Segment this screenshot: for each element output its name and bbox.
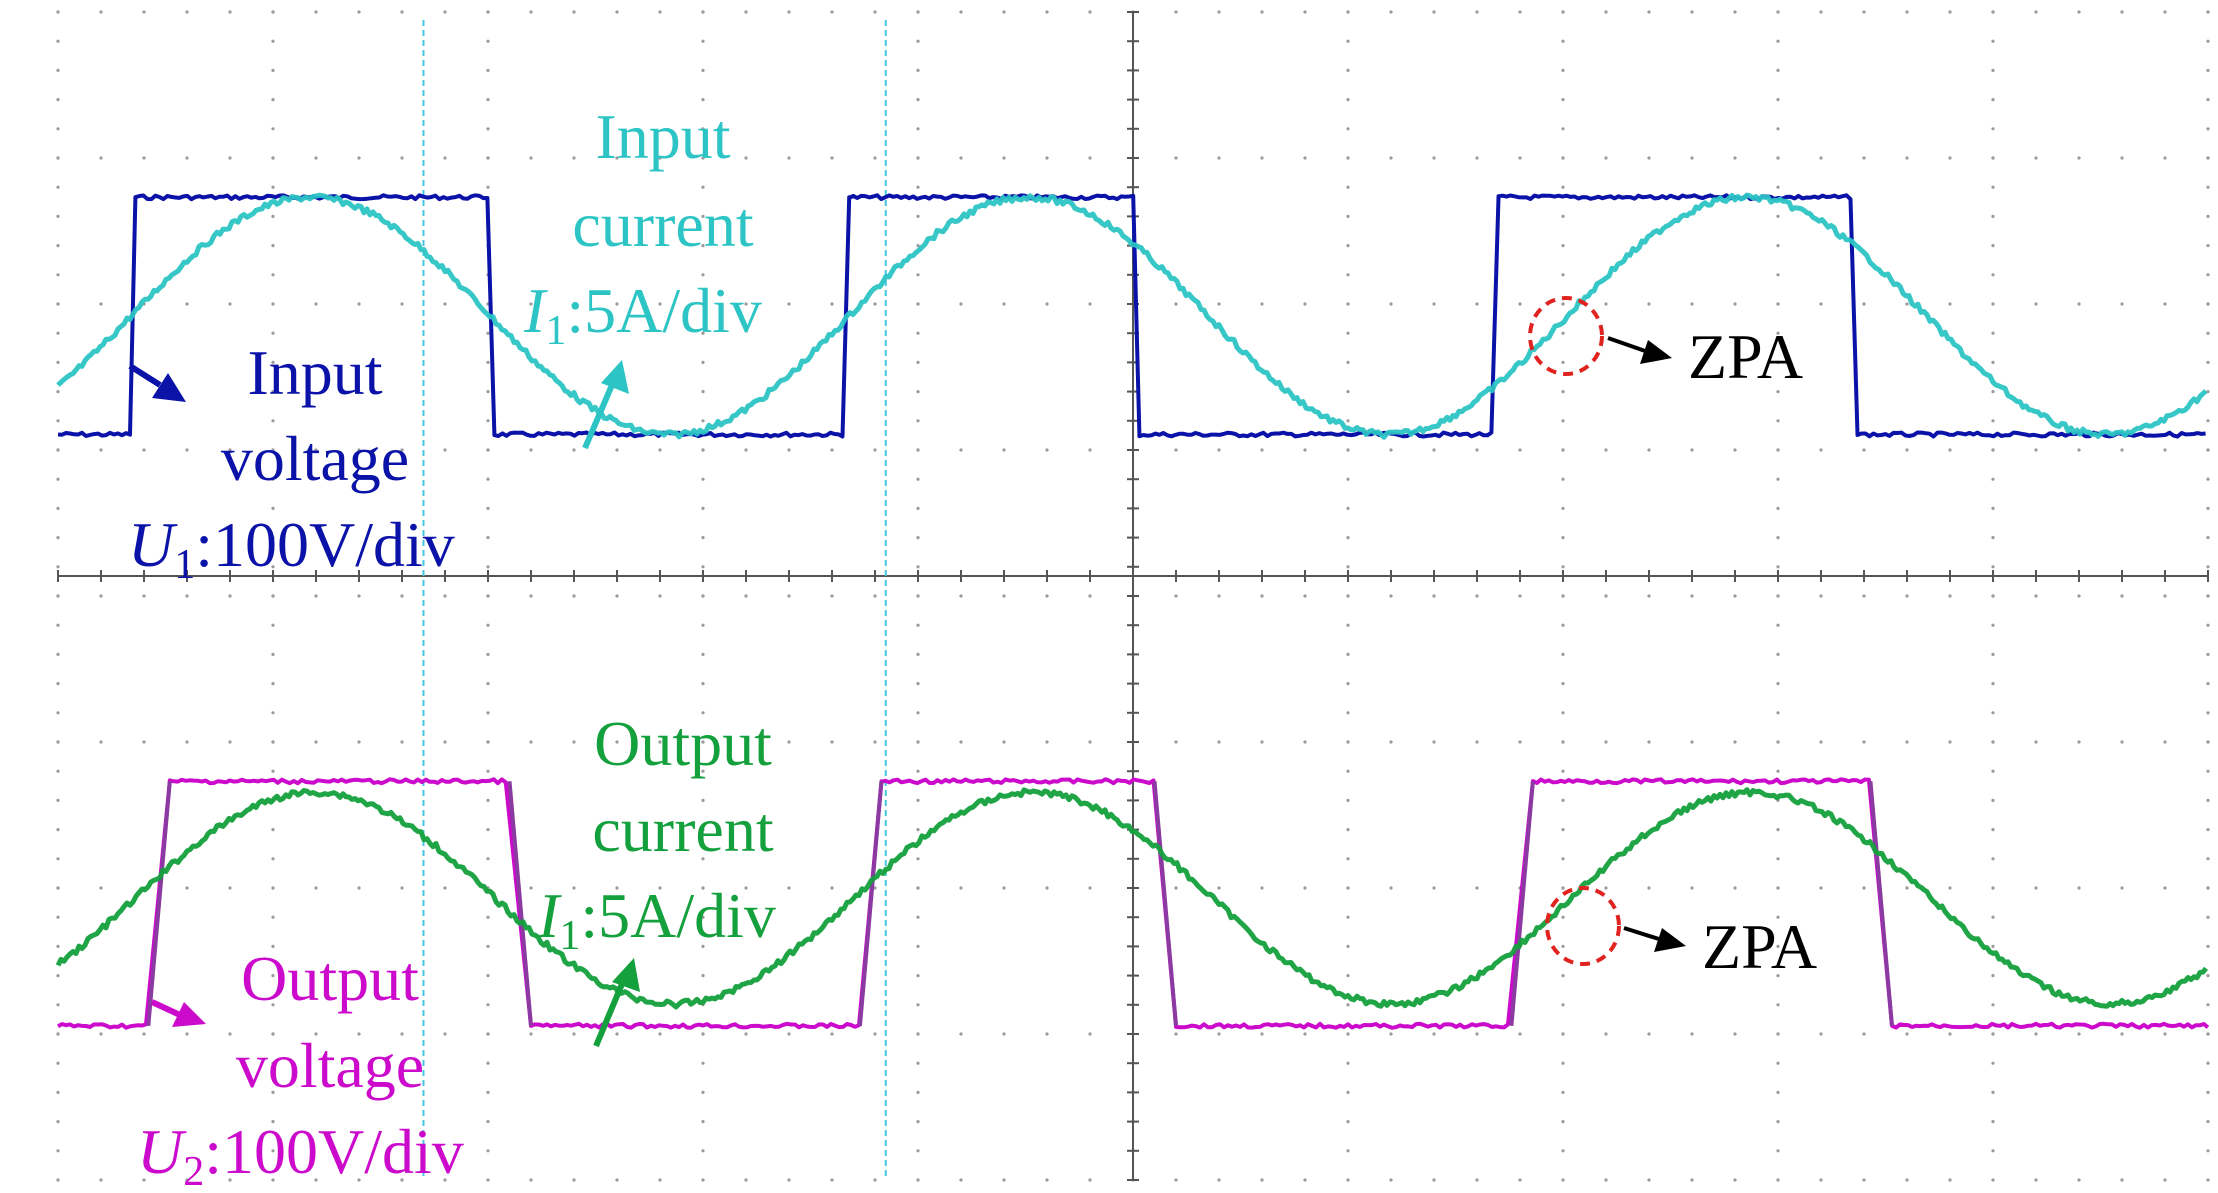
output-current-label-line2: current xyxy=(592,794,773,865)
input-current-label-line1: Input xyxy=(595,101,730,172)
zpa-marker-top xyxy=(1528,296,1604,376)
zpa-label-top: ZPA xyxy=(1688,321,1803,392)
output-current-scale: I1:5A/div xyxy=(537,880,776,959)
input-current-label-line2: current xyxy=(572,189,753,260)
output-voltage-trace-edge xyxy=(1509,781,1535,1026)
output-voltage-trace xyxy=(57,777,2210,1030)
output-voltage-trace-edge xyxy=(857,781,884,1026)
time-cursors xyxy=(422,20,887,1180)
waveform-traces xyxy=(55,192,2210,1030)
output-voltage-trace-path xyxy=(57,777,2210,1030)
output-current-trace xyxy=(55,787,2208,1010)
input-voltage-label-line1: Input xyxy=(247,337,382,408)
output-voltage-trace-edge xyxy=(146,781,172,1026)
grid xyxy=(56,10,2210,1182)
input-current-arrow xyxy=(582,360,629,450)
input-voltage-arrow xyxy=(128,363,186,402)
grid-dots xyxy=(56,10,2210,1182)
output-voltage-trace-edge xyxy=(507,781,533,1026)
zpa-arrow-bottom xyxy=(1623,926,1686,952)
input-current-trace xyxy=(56,192,2208,440)
input-voltage-label: Input voltage U1:100V/div xyxy=(128,337,455,588)
input-current-scale: I1:5A/div xyxy=(523,275,762,354)
output-current-arrow xyxy=(593,958,640,1048)
input-voltage-label-line2: voltage xyxy=(221,423,409,494)
output-voltage-arrow xyxy=(150,999,206,1027)
zpa-marker-bottom xyxy=(1545,886,1621,966)
input-voltage-trace-path xyxy=(57,193,2206,439)
input-voltage-scale: U1:100V/div xyxy=(128,509,455,588)
output-voltage-trace-edge xyxy=(1868,781,1894,1026)
output-voltage-trace-edge xyxy=(1152,781,1178,1026)
output-current-label: Output current I1:5A/div xyxy=(537,708,776,959)
zpa-label-bottom: ZPA xyxy=(1702,911,1817,982)
output-current-label-line1: Output xyxy=(594,708,772,779)
output-voltage-label-line2: voltage xyxy=(236,1030,424,1101)
output-voltage-label: Output voltage U2:100V/div xyxy=(137,943,464,1193)
axis-ticks xyxy=(57,11,2209,1181)
zpa-arrow-top xyxy=(1607,336,1672,364)
output-voltage-label-line1: Output xyxy=(241,943,419,1014)
input-voltage-trace xyxy=(57,193,2206,439)
output-voltage-scale: U2:100V/div xyxy=(137,1116,464,1193)
input-current-label: Input current I1:5A/div xyxy=(523,101,762,354)
